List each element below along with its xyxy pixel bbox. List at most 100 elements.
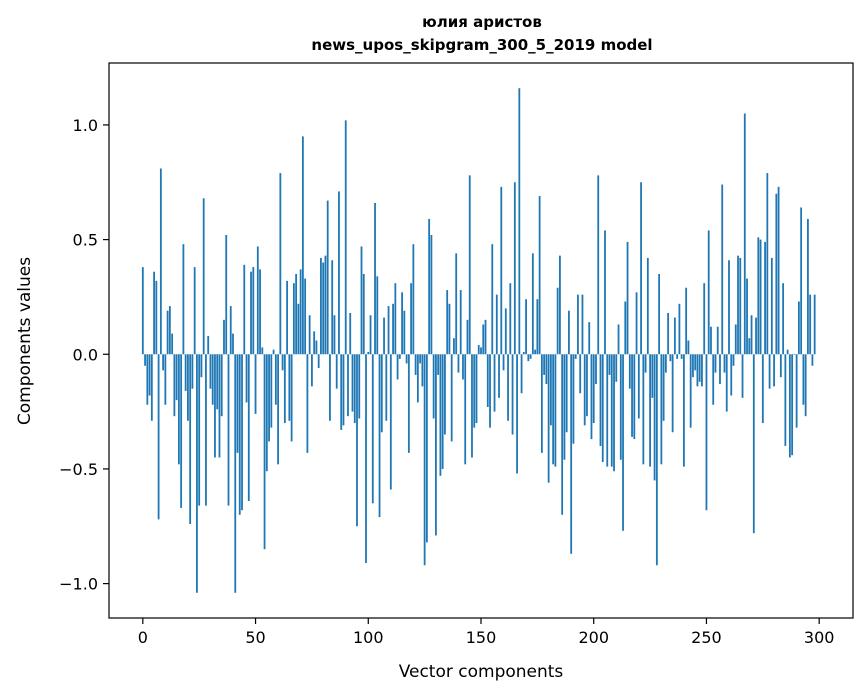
bar xyxy=(380,354,383,433)
y-tick-label: −0.5 xyxy=(59,460,98,479)
bar xyxy=(324,255,327,355)
y-tick-label: 1.0 xyxy=(73,116,98,135)
bar xyxy=(229,306,232,355)
bar xyxy=(340,354,343,430)
bar xyxy=(317,354,320,369)
bar xyxy=(543,354,546,375)
bar xyxy=(770,257,773,355)
bar xyxy=(306,354,309,453)
bar xyxy=(725,354,728,412)
bar xyxy=(484,319,487,355)
bar xyxy=(398,354,401,359)
bar xyxy=(797,301,800,355)
bar xyxy=(538,196,541,355)
bar xyxy=(191,354,194,389)
bar xyxy=(245,354,248,403)
bar xyxy=(430,235,433,355)
bar xyxy=(549,354,552,426)
bar xyxy=(292,283,295,355)
bar xyxy=(500,186,503,355)
bar xyxy=(669,354,672,362)
bar xyxy=(750,315,753,355)
bar xyxy=(435,354,437,536)
bar xyxy=(565,354,568,433)
bar xyxy=(712,354,715,405)
bar xyxy=(279,173,282,355)
bar xyxy=(556,287,559,355)
bar xyxy=(416,354,419,403)
bar xyxy=(685,287,688,355)
bar xyxy=(683,354,685,467)
bar xyxy=(342,354,345,426)
bar xyxy=(577,294,579,355)
bar xyxy=(385,354,388,421)
bar xyxy=(793,354,796,355)
bar xyxy=(536,299,539,355)
bar xyxy=(649,354,651,467)
bar xyxy=(270,354,273,428)
bar xyxy=(218,354,221,458)
y-axis-label: Components values xyxy=(15,257,35,425)
bar xyxy=(196,354,198,593)
bar xyxy=(403,310,406,355)
bar xyxy=(696,354,699,387)
bar xyxy=(705,354,708,511)
bar xyxy=(335,354,338,389)
bar xyxy=(148,354,151,396)
bar xyxy=(502,354,505,371)
bar xyxy=(259,269,261,355)
bar xyxy=(200,354,203,378)
bar xyxy=(144,354,146,366)
bar xyxy=(637,354,640,419)
bar xyxy=(453,338,455,355)
bar xyxy=(209,354,212,389)
bar xyxy=(520,354,523,394)
bar xyxy=(459,290,462,355)
bar xyxy=(232,333,234,355)
bar xyxy=(804,354,807,417)
bar xyxy=(401,292,403,355)
bar xyxy=(428,218,431,355)
bar xyxy=(329,354,331,421)
bar xyxy=(347,354,349,417)
x-tick-label: 200 xyxy=(578,628,609,647)
bar xyxy=(732,354,735,366)
bar xyxy=(610,354,613,467)
bar xyxy=(466,319,469,355)
bar xyxy=(439,354,442,476)
bar xyxy=(739,257,742,355)
bar xyxy=(545,354,548,385)
bar xyxy=(349,312,352,355)
bar xyxy=(387,306,390,355)
bar xyxy=(660,354,663,465)
bar xyxy=(198,354,201,506)
bar xyxy=(261,347,264,355)
y-tick-label: −1.0 xyxy=(59,575,98,594)
bar xyxy=(701,354,703,387)
bar xyxy=(369,315,372,355)
bar xyxy=(773,354,775,387)
bar xyxy=(777,186,780,355)
bar xyxy=(457,354,460,373)
bar xyxy=(710,326,712,355)
bar xyxy=(703,283,706,355)
chart-title: юлия аристов xyxy=(422,13,542,31)
bar xyxy=(290,354,293,442)
bar xyxy=(698,354,701,382)
bar xyxy=(157,354,160,520)
bar xyxy=(173,354,176,417)
bar xyxy=(493,354,496,412)
bar xyxy=(631,354,633,437)
bar xyxy=(737,255,739,355)
bar xyxy=(563,354,566,460)
bar xyxy=(168,306,171,355)
bar xyxy=(588,322,591,355)
bar xyxy=(601,354,604,463)
bar xyxy=(216,354,219,410)
bar xyxy=(791,354,794,456)
bar xyxy=(396,354,399,380)
bar xyxy=(498,354,500,398)
bar xyxy=(795,354,798,428)
bar xyxy=(220,354,223,417)
bar xyxy=(570,354,573,554)
